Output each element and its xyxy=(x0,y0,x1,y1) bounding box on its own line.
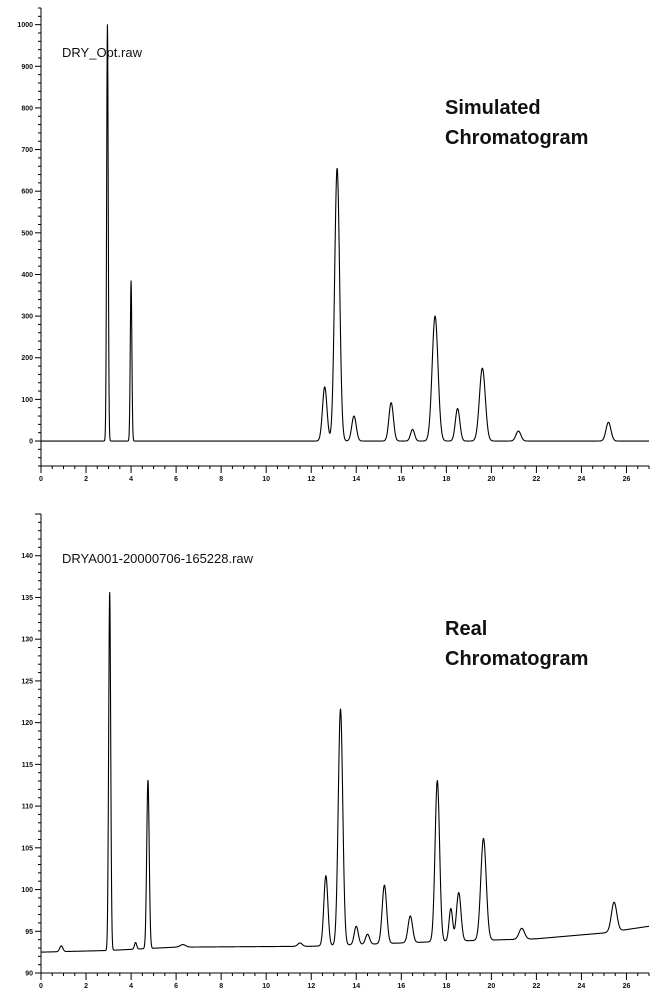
simulated-y-tick-label: 400 xyxy=(21,272,33,279)
real-x-tick-label: 10 xyxy=(262,983,270,990)
simulated-x-tick-label: 26 xyxy=(623,476,631,483)
real-y-tick-label: 100 xyxy=(21,887,33,894)
real-x-tick-label: 14 xyxy=(352,983,360,990)
real-y-tick-label: 120 xyxy=(21,720,33,727)
simulated-x-tick-label: 16 xyxy=(397,476,405,483)
simulated-x-tick-label: 22 xyxy=(533,476,541,483)
simulated-y-tick-label: 500 xyxy=(21,230,33,237)
simulated-y-tick-label: 0 xyxy=(29,439,33,446)
real-x-tick-label: 18 xyxy=(442,983,450,990)
simulated-x-tick-label: 8 xyxy=(219,476,223,483)
real-y-tick-label: 95 xyxy=(25,929,33,936)
simulated-x-tick-label: 2 xyxy=(84,476,88,483)
simulated-title-line-1: Simulated xyxy=(445,97,541,119)
real-y-tick-label: 90 xyxy=(25,971,33,978)
simulated-trace-line xyxy=(40,24,650,442)
real-x-tick-label: 4 xyxy=(129,983,133,990)
real-x-tick-label: 24 xyxy=(578,983,586,990)
real-y-tick-label: 115 xyxy=(22,762,33,769)
simulated-x-tick-label: 20 xyxy=(487,476,495,483)
simulated-x-tick-label: 24 xyxy=(578,476,586,483)
simulated-file-label: DRY_Opt.raw xyxy=(62,45,143,60)
real-y-tick-label: 140 xyxy=(21,553,33,560)
real-x-tick-label: 16 xyxy=(397,983,405,990)
real-x-tick-label: 20 xyxy=(487,983,495,990)
real-x-tick-label: 2 xyxy=(84,983,88,990)
real-x-tick-label: 26 xyxy=(623,983,631,990)
simulated-y-tick-label: 900 xyxy=(21,64,33,71)
simulated-x-tick-label: 6 xyxy=(174,476,178,483)
real-x-tick-label: 8 xyxy=(219,983,223,990)
simulated-y-tick-label: 1000 xyxy=(17,22,33,29)
simulated-x-tick-label: 12 xyxy=(307,476,315,483)
simulated-x-tick-label: 4 xyxy=(129,476,133,483)
real-title-line-1: Real xyxy=(445,618,487,640)
simulated-x-tick-label: 14 xyxy=(352,476,360,483)
simulated-x-tick-label: 0 xyxy=(39,476,43,483)
real-x-tick-label: 12 xyxy=(307,983,315,990)
real-y-tick-label: 130 xyxy=(21,637,33,644)
real-trace-line xyxy=(40,591,650,953)
real-y-tick-label: 105 xyxy=(21,845,33,852)
real-x-tick-label: 0 xyxy=(39,983,43,990)
real-chromatogram-panel: DRYA001-20000706-165228.raw Real Chromat… xyxy=(21,513,650,990)
simulated-y-tick-label: 200 xyxy=(21,355,33,362)
simulated-y-tick-label: 300 xyxy=(21,314,33,321)
simulated-x-tick-label: 10 xyxy=(262,476,270,483)
real-y-tick-label: 135 xyxy=(21,595,33,602)
simulated-y-tick-label: 100 xyxy=(21,397,33,404)
simulated-title-line-2: Chromatogram xyxy=(445,127,588,149)
real-x-tick-label: 22 xyxy=(533,983,541,990)
real-file-label: DRYA001-20000706-165228.raw xyxy=(62,551,254,566)
simulated-y-tick-label: 700 xyxy=(21,147,33,154)
simulated-y-tick-label: 800 xyxy=(21,105,33,112)
real-y-tick-label: 110 xyxy=(22,804,33,811)
real-x-tick-label: 6 xyxy=(174,983,178,990)
simulated-x-tick-label: 18 xyxy=(442,476,450,483)
simulated-y-tick-label: 600 xyxy=(21,189,33,196)
real-y-tick-label: 125 xyxy=(21,678,33,685)
real-title-line-2: Chromatogram xyxy=(445,648,588,670)
